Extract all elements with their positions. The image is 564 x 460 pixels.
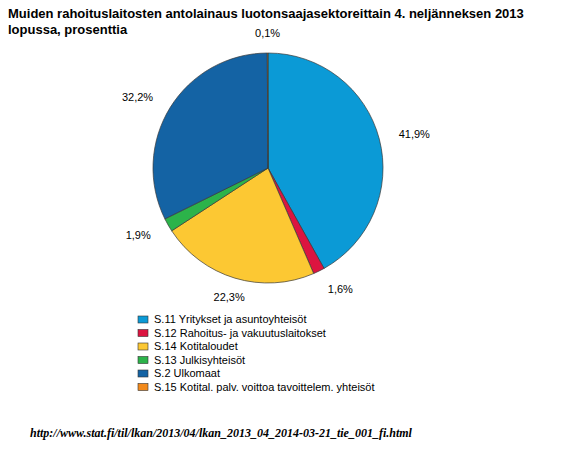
legend-item: S.11 Yritykset ja asuntoyhteisöt bbox=[138, 313, 306, 325]
data-label: 41,9% bbox=[399, 128, 430, 140]
data-label: 1,9% bbox=[126, 229, 151, 241]
data-labels: 41,9% 1,6% 22,3% 1,9% 32,2% 0,1% bbox=[122, 27, 430, 303]
legend-item: S.15 Kotital. palv. voittoa tavoittelem.… bbox=[138, 381, 375, 393]
legend-item: S.12 Rahoitus- ja vakuutuslaitokset bbox=[138, 327, 326, 339]
legend-swatch bbox=[138, 370, 148, 377]
legend-swatch bbox=[138, 384, 148, 391]
data-label: 1,6% bbox=[328, 283, 353, 295]
legend-swatch bbox=[138, 343, 148, 350]
slice bbox=[267, 53, 269, 168]
source-annotation: http://www.stat.fi/til/lkan/2013/04/lkan… bbox=[30, 426, 413, 440]
legend: S.11 Yritykset ja asuntoyhteisöt S.12 Rah… bbox=[138, 313, 375, 393]
legend-label: S.15 Kotital. palv. voittoa tavoittelem.… bbox=[154, 381, 375, 393]
legend-swatch bbox=[138, 316, 148, 323]
legend-item: S.2 Ulkomaat bbox=[138, 367, 220, 379]
data-label: 22,3% bbox=[214, 291, 245, 303]
legend-label: S.11 Yritykset ja asuntoyhteisöt bbox=[154, 313, 306, 325]
legend-item: S.13 Julkisyhteisöt bbox=[138, 354, 245, 366]
legend-swatch bbox=[138, 330, 148, 337]
legend-item: S.14 Kotitaloudet bbox=[138, 340, 238, 352]
data-label: 0,1% bbox=[255, 27, 280, 39]
legend-swatch bbox=[138, 357, 148, 364]
legend-label: S.2 Ulkomaat bbox=[154, 367, 220, 379]
pie bbox=[153, 53, 383, 283]
legend-label: S.12 Rahoitus- ja vakuutuslaitokset bbox=[154, 327, 326, 339]
slice bbox=[153, 53, 268, 219]
chart: Muiden rahoituslaitosten antolainaus luo… bbox=[0, 0, 564, 460]
legend-label: S.13 Julkisyhteisöt bbox=[154, 354, 245, 366]
data-label: 32,2% bbox=[122, 91, 153, 103]
legend-label: S.14 Kotitaloudet bbox=[154, 340, 238, 352]
